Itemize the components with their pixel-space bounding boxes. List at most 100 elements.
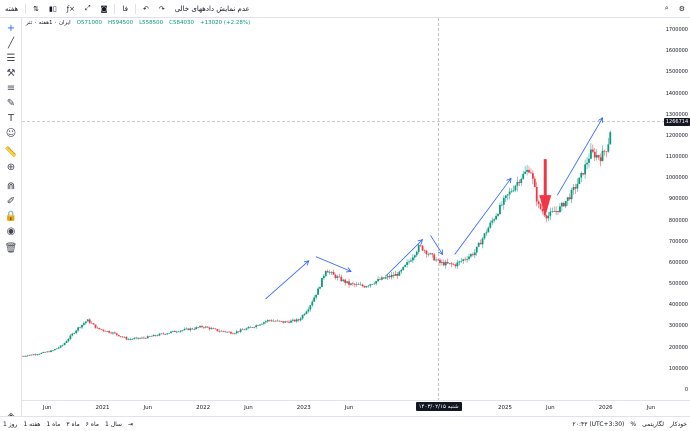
chart-type-icon[interactable]: ▮▯: [48, 4, 57, 13]
candle-body: [38, 353, 41, 355]
candle-body: [232, 333, 234, 335]
time-tick: 2022: [196, 405, 211, 411]
candle-body: [259, 324, 261, 326]
candle-body: [427, 254, 430, 255]
range-3m[interactable]: ماه ۳: [66, 420, 80, 428]
time-tick: 2026: [598, 405, 613, 411]
axis-corner: [666, 400, 690, 416]
candle-body: [442, 262, 445, 266]
candle-body: [423, 250, 426, 252]
candle-body: [344, 279, 347, 283]
interval-selector[interactable]: هفته: [5, 4, 19, 13]
red-down-arrow: [539, 159, 552, 217]
candle-body: [290, 320, 292, 323]
range-1w[interactable]: هفته 1: [23, 420, 41, 428]
candle-body: [400, 269, 403, 272]
zoom-in-icon[interactable]: ⊕: [6, 162, 16, 173]
date-range-icon[interactable]: ⇥: [127, 420, 133, 428]
last-price-label: 1266714: [664, 117, 690, 126]
candle-body: [497, 214, 499, 216]
price-tick: 600000: [668, 259, 688, 266]
candle-body: [233, 333, 236, 334]
time-tick: Jun: [143, 405, 153, 411]
trend-arrow: [454, 177, 512, 255]
indicators-icon[interactable]: ƒ×: [66, 4, 76, 13]
range-1m[interactable]: ماه 1: [46, 420, 61, 428]
price-tick: 1600000: [665, 48, 688, 55]
log-toggle[interactable]: لگاریتمی: [642, 420, 664, 428]
candle-body: [437, 259, 439, 261]
legend-high: H594500: [107, 20, 134, 26]
emoji-icon[interactable]: ☺: [5, 128, 17, 139]
candle-body: [253, 327, 256, 328]
ruler-icon[interactable]: 📏: [4, 147, 18, 158]
candle-body: [464, 259, 467, 260]
stay-drawing-icon[interactable]: ✐: [6, 196, 16, 207]
auto-toggle[interactable]: خودکار: [669, 420, 687, 428]
horizontal-lines-icon[interactable]: ☰: [6, 53, 16, 64]
undo-icon[interactable]: ↶: [142, 4, 149, 13]
candle-body: [154, 334, 157, 336]
trash-icon[interactable]: 🗑: [4, 243, 18, 254]
lock-icon[interactable]: 🔒: [4, 211, 18, 222]
indicators-button[interactable]: فا: [122, 4, 128, 13]
chart-pane[interactable]: [22, 18, 666, 400]
drawing-toolbar: + ╱ ☰ ⚒ ≡ ✎ T ☺ 📏 ⊕ ⋒ ✐ 🔒 ◉ 🗑 ◈: [0, 18, 22, 422]
candle-body: [475, 246, 478, 253]
time-tick: Jun: [244, 405, 253, 411]
range-1y[interactable]: سال 1: [104, 420, 122, 428]
candle-body: [146, 336, 149, 339]
text-icon[interactable]: T: [7, 113, 15, 124]
candle-body: [342, 279, 345, 282]
time-axis[interactable]: Jun2021Jun2022Jun2023JunJun2025Jun2026Ju…: [22, 400, 666, 416]
candle-body: [106, 331, 109, 332]
pitchfork-icon[interactable]: ⚒: [6, 68, 16, 79]
candle-body: [46, 351, 49, 353]
range-6m[interactable]: ماه ۶: [85, 420, 99, 428]
empty-data-toggle[interactable]: عدم نمایش دادههای خالی: [174, 4, 250, 13]
search-icon[interactable]: ⌕: [664, 4, 669, 12]
eye-icon[interactable]: ◉: [6, 226, 16, 237]
candle-body: [44, 352, 47, 353]
candle-body: [220, 330, 223, 332]
candle-body: [518, 181, 521, 183]
candle-body: [67, 338, 70, 342]
price-tick: 300000: [668, 323, 688, 330]
candle-body: [150, 336, 153, 337]
candle-body: [514, 185, 517, 191]
compare-icon[interactable]: ⇅: [33, 4, 39, 13]
candle-body: [139, 338, 141, 339]
camera-icon[interactable]: ◙: [100, 4, 108, 13]
price-tick: 1200000: [665, 132, 688, 139]
brush-icon[interactable]: ✎: [6, 98, 16, 109]
candle-body: [299, 318, 302, 321]
redo-icon[interactable]: ↷: [158, 4, 165, 13]
price-tick: 100000: [668, 365, 688, 372]
candle-body: [533, 178, 536, 187]
candle-body: [102, 329, 105, 331]
candle-body: [133, 338, 136, 340]
candle-body: [462, 259, 465, 261]
trend-line-icon[interactable]: ╱: [7, 38, 15, 49]
candle-body: [321, 278, 323, 287]
range-1d[interactable]: روز 1: [3, 420, 18, 428]
fullscreen-icon[interactable]: ⤢: [85, 4, 91, 12]
fib-icon[interactable]: ≡: [6, 83, 16, 94]
candle-body: [541, 208, 544, 212]
candle-body: [340, 276, 343, 282]
crosshair-icon[interactable]: +: [6, 23, 16, 34]
candle-body: [328, 272, 331, 273]
price-axis[interactable]: 1700000 1600000 1500000 1400000 1300000 12000…: [666, 18, 690, 400]
trend-arrow: [385, 239, 423, 276]
candle-body: [110, 332, 112, 334]
candle-body: [208, 327, 211, 330]
candle-body: [371, 284, 374, 285]
timezone-label[interactable]: ۲۰:۴۳ (UTC+3:30): [572, 420, 625, 428]
candle-body: [384, 277, 387, 279]
candle-body: [191, 328, 194, 330]
percent-toggle[interactable]: %: [630, 420, 637, 428]
candle-body: [77, 327, 80, 331]
settings-gear-icon[interactable]: ⚙: [678, 4, 685, 13]
candle-body: [170, 331, 172, 333]
magnet-icon[interactable]: ⋒: [6, 181, 16, 192]
